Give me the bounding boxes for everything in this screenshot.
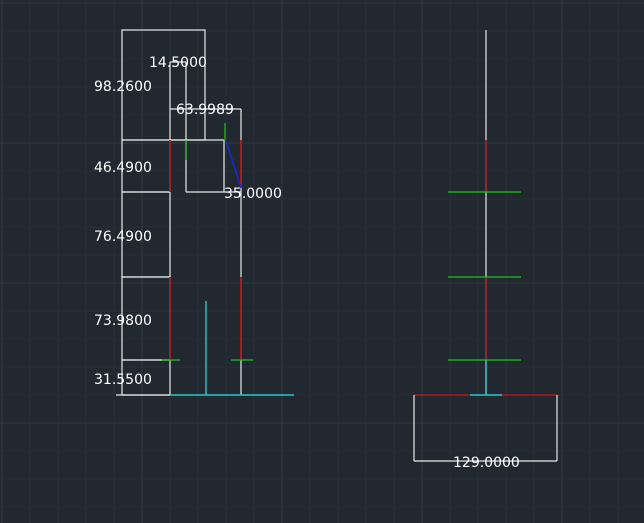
left-elevation-drawing: 98.2600 14.5000 63.9989 46.4900 35.0000 …: [94, 29, 294, 396]
dim-label: 73.9800: [94, 313, 152, 329]
dim-label: 76.4900: [94, 229, 152, 245]
dim-label: 129.0000: [453, 455, 520, 471]
dim-label: 31.5500: [94, 372, 152, 388]
dim-label: 46.4900: [94, 160, 152, 176]
blue-diagonal: [225, 140, 242, 189]
right-elevation-drawing: 129.0000: [413, 30, 558, 471]
dim-label: 63.9989: [176, 102, 234, 118]
dim-label: 98.2600: [94, 79, 152, 95]
dim-label: 35.0000: [224, 186, 282, 202]
dim-label: 14.5000: [149, 55, 207, 71]
